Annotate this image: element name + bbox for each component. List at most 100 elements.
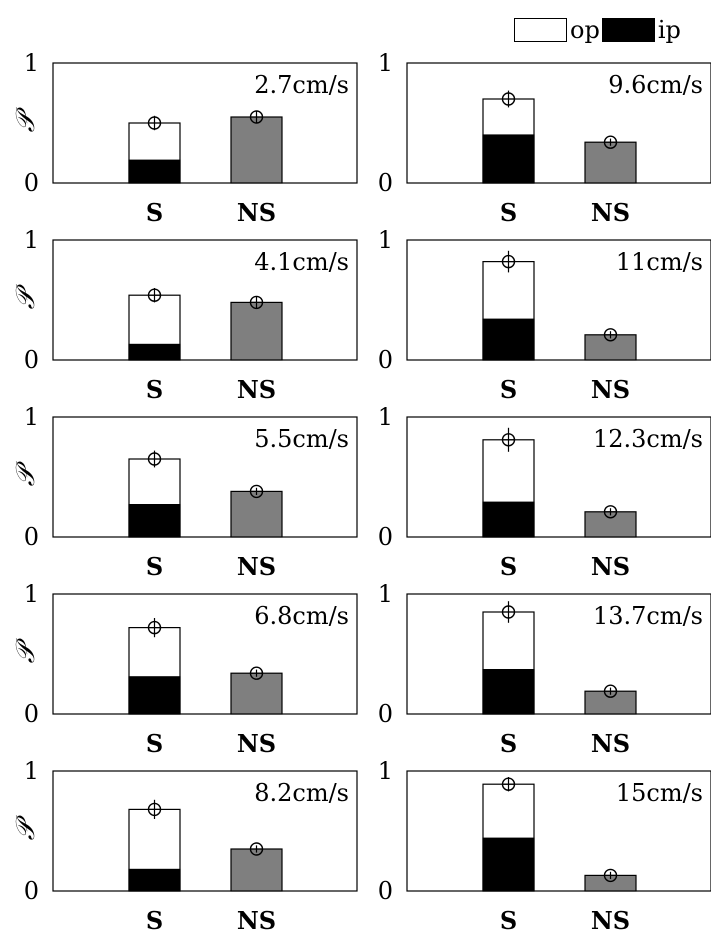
panel-2: 9.6cm/s 1 0 S NS: [378, 49, 711, 227]
panel-frame: [52, 239, 358, 361]
ns-bar: [230, 490, 283, 538]
s-bar-ip: [482, 134, 535, 184]
category-label-s: S: [500, 198, 517, 227]
category-label-ns: NS: [591, 552, 630, 581]
speed-label: 5.5cm/s: [254, 425, 349, 453]
ns-error-marker: [249, 110, 264, 124]
y-axis-label: 𝒫: [11, 106, 41, 132]
category-label-s: S: [146, 906, 163, 935]
panel-frame: [406, 593, 711, 715]
s-bar-ip: [128, 504, 181, 538]
legend-swatch-ip: [601, 18, 655, 42]
y-tick-label-0: 0: [378, 877, 393, 905]
panel-9: 8.2cm/s 1 0 𝒫 S NS: [11, 757, 358, 935]
speed-label: 9.6cm/s: [608, 71, 703, 99]
panel-1: 2.7cm/s 1 0 𝒫 S NS: [11, 49, 358, 227]
category-label-s: S: [146, 552, 163, 581]
category-label-ns: NS: [237, 375, 276, 404]
y-tick-label-0: 0: [24, 346, 39, 374]
speed-label: 8.2cm/s: [254, 779, 349, 807]
panel-8: 13.7cm/s 1 0 S NS: [378, 580, 711, 758]
s-error-marker: [501, 777, 516, 792]
ns-error-marker: [603, 135, 618, 149]
panel-5: 5.5cm/s 1 0 𝒫 S NS: [11, 403, 358, 581]
y-tick-label-0: 0: [378, 523, 393, 551]
ns-bar: [584, 334, 637, 361]
y-tick-label-1: 1: [24, 49, 39, 77]
panel-frame: [52, 593, 358, 715]
ns-error-marker: [249, 295, 264, 310]
panel-frame: [406, 416, 711, 538]
panel-frame: [52, 770, 358, 892]
legend-label-op: op: [570, 16, 600, 44]
ns-bar: [230, 301, 283, 361]
category-label-ns: NS: [591, 906, 630, 935]
y-tick-label-1: 1: [378, 580, 393, 608]
ns-bar: [230, 116, 283, 184]
category-label-ns: NS: [237, 552, 276, 581]
s-error-marker: [147, 799, 162, 819]
panel-frame: [406, 62, 711, 184]
legend: op ip: [514, 16, 683, 44]
y-tick-label-1: 1: [378, 403, 393, 431]
s-bar-ip: [482, 668, 535, 715]
y-axis-label: 𝒫: [11, 814, 41, 840]
speed-label: 11cm/s: [616, 248, 703, 276]
s-bar-ip: [128, 159, 181, 184]
legend-label-ip: ip: [657, 16, 681, 44]
y-axis-label: 𝒫: [11, 460, 41, 486]
ns-error-marker: [603, 684, 618, 698]
speed-label: 4.1cm/s: [254, 248, 349, 276]
y-tick-label-0: 0: [378, 700, 393, 728]
panel-7: 6.8cm/s 1 0 𝒫 S NS: [11, 580, 358, 758]
speed-label: 12.3cm/s: [593, 425, 703, 453]
panel-10: 15cm/s 1 0 S NS: [378, 757, 711, 935]
y-tick-label-1: 1: [378, 49, 393, 77]
y-axis-label: 𝒫: [11, 283, 41, 309]
category-label-s: S: [500, 906, 517, 935]
ns-error-marker: [249, 842, 264, 856]
category-label-ns: NS: [237, 198, 276, 227]
y-tick-label-0: 0: [378, 169, 393, 197]
panel-3: 4.1cm/s 1 0 𝒫 S NS: [11, 226, 358, 404]
y-tick-label-0: 0: [24, 700, 39, 728]
y-tick-label-0: 0: [24, 169, 39, 197]
category-label-ns: NS: [591, 375, 630, 404]
category-label-ns: NS: [237, 906, 276, 935]
s-bar-ip: [128, 343, 181, 361]
speed-label: 15cm/s: [616, 779, 703, 807]
category-label-s: S: [500, 375, 517, 404]
category-label-ns: NS: [237, 729, 276, 758]
y-tick-label-1: 1: [24, 757, 39, 785]
speed-label: 2.7cm/s: [254, 71, 349, 99]
s-error-marker: [147, 288, 162, 303]
ns-bar: [230, 672, 283, 715]
ns-bar: [230, 848, 283, 892]
ns-error-marker: [603, 328, 618, 342]
y-tick-label-1: 1: [24, 226, 39, 254]
panel-frame: [52, 416, 358, 538]
category-label-ns: NS: [591, 198, 630, 227]
y-tick-label-1: 1: [24, 580, 39, 608]
s-error-marker: [501, 90, 516, 108]
category-label-s: S: [146, 198, 163, 227]
panel-4: 11cm/s 1 0 S NS: [378, 226, 711, 404]
ns-error-marker: [603, 505, 618, 519]
s-error-marker: [147, 450, 162, 468]
ns-bar: [584, 511, 637, 538]
y-axis-label: 𝒫: [11, 637, 41, 663]
category-label-s: S: [146, 729, 163, 758]
y-tick-label-0: 0: [378, 346, 393, 374]
s-error-marker: [501, 427, 516, 452]
legend-swatch-op: [514, 18, 567, 42]
s-bar-ip: [482, 501, 535, 538]
s-bar-ip: [482, 837, 535, 892]
s-error-marker: [501, 250, 516, 273]
panel-6: 12.3cm/s 1 0 S NS: [378, 403, 711, 581]
panel-frame: [406, 770, 711, 892]
y-tick-label-1: 1: [24, 403, 39, 431]
y-tick-label-1: 1: [378, 226, 393, 254]
panel-frame: [406, 239, 711, 361]
ns-error-marker: [603, 868, 618, 883]
